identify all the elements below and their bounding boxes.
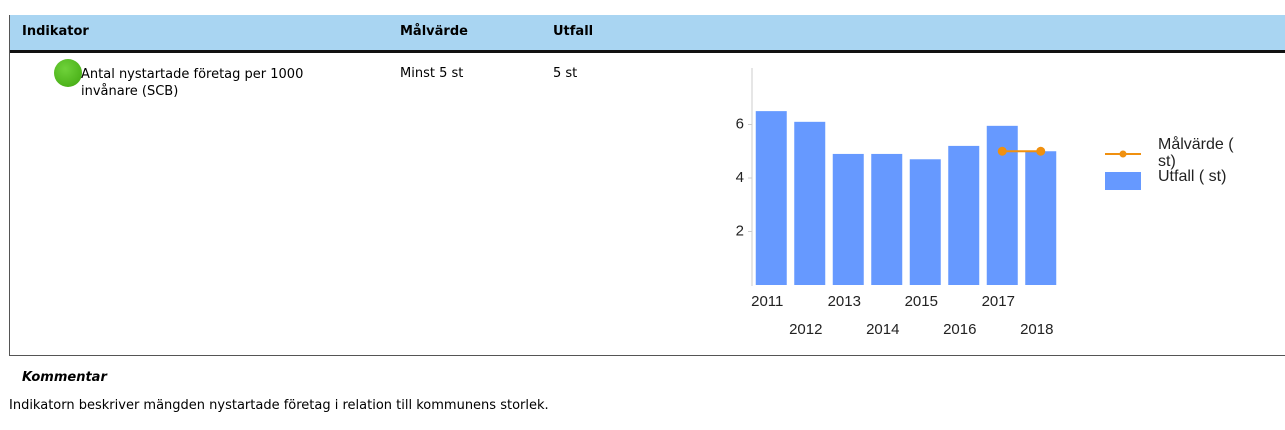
y-tick-label: 6 [736, 115, 744, 132]
bar [755, 111, 787, 285]
chart: 2 4 6 2011 2012 2013 2014 2015 2016 2017 2018 [736, 68, 1141, 338]
indicator-name: Antal nystartade företag per 1000 invåna… [81, 67, 304, 99]
comment-text: Indikatorn beskriver mängden nystartade … [9, 398, 549, 413]
legend-label: Utfall ( st) [1158, 168, 1227, 185]
legend-label: Målvärde ( st) [1158, 136, 1234, 170]
header-cell: Målvärde [400, 24, 468, 39]
header-cell: Utfall [553, 24, 594, 39]
outcome-value: 5 st [553, 66, 578, 81]
bar [948, 145, 980, 285]
y-tick-label: 4 [736, 169, 744, 186]
x-tick-label: 2014 [866, 321, 899, 338]
bar [871, 153, 903, 285]
y-tick-label: 2 [736, 222, 744, 239]
x-tick-label: 2015 [905, 293, 938, 310]
bar [794, 121, 826, 285]
x-tick-label: 2011 [751, 293, 783, 310]
row-border [9, 355, 1285, 356]
table-header [9, 15, 1285, 50]
legend-swatch [1105, 172, 1141, 190]
bar [1025, 151, 1057, 285]
x-tick-label: 2018 [1020, 321, 1053, 338]
comment-title: Kommentar [22, 370, 107, 385]
header-border [9, 50, 1285, 53]
status-indicator [54, 59, 82, 87]
line-point [997, 146, 1007, 156]
header-cell: Indikator [22, 24, 89, 39]
x-tick-label: 2013 [828, 293, 861, 310]
bar [832, 153, 864, 285]
x-tick-label: 2012 [789, 321, 822, 338]
line-point [1036, 146, 1046, 156]
target-value: Minst 5 st [400, 66, 464, 81]
x-tick-label: 2016 [943, 321, 976, 338]
x-tick-label: 2017 [982, 293, 1015, 310]
bar [909, 159, 941, 285]
legend-swatch [1119, 150, 1127, 158]
left-border [9, 15, 10, 355]
